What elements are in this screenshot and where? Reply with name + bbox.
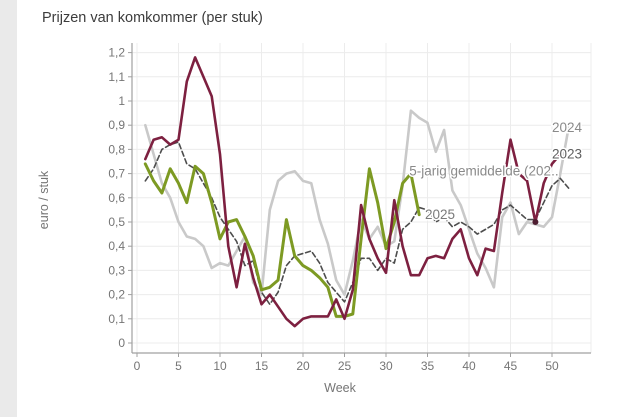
series-end-label: 2024	[552, 120, 583, 135]
y-axis-title: euro / stuk	[37, 170, 51, 229]
series-end-label: 2025	[425, 207, 455, 222]
y-tick-label: 0,4	[108, 239, 125, 253]
y-tick-label: 0,3	[108, 263, 125, 277]
x-axis-title: Week	[324, 381, 356, 395]
x-tick-label: 50	[545, 359, 559, 373]
y-tick-label: 1,1	[108, 70, 125, 84]
y-tick-label: 0,7	[108, 167, 125, 181]
x-tick-label: 30	[379, 359, 393, 373]
x-tick-label: 0	[134, 359, 141, 373]
series-end-label: 2023	[552, 147, 582, 162]
y-tick-label: 1,2	[108, 46, 125, 60]
y-tick-label: 0,9	[108, 118, 125, 132]
y-tick-label: 0,2	[108, 288, 125, 302]
y-tick-label: 0,5	[108, 215, 125, 229]
x-tick-label: 5	[175, 359, 182, 373]
x-tick-label: 35	[421, 359, 435, 373]
chart-title: Prijzen van komkommer (per stuk)	[42, 10, 263, 26]
y-tick-label: 1	[118, 94, 125, 108]
x-tick-label: 25	[338, 359, 352, 373]
y-tick-label: 0,1	[108, 312, 125, 326]
x-tick-label: 40	[462, 359, 476, 373]
y-tick-label: 0,6	[108, 191, 125, 205]
series-line-2025	[143, 162, 421, 318]
series-end-label: 5-jarig gemiddelde (202..	[409, 164, 558, 179]
page-background-strip	[0, 0, 17, 417]
chart-card: Prijzen van komkommer (per stuk) 0 0,1 0,2…	[17, 0, 626, 417]
x-tick-label: 45	[504, 359, 518, 373]
y-tick-label: 0,8	[108, 142, 125, 156]
series-line-2023	[144, 56, 562, 328]
y-tick-label: 0	[118, 336, 125, 350]
highlighted-point	[532, 219, 539, 225]
x-tick-label: 10	[213, 359, 227, 373]
x-tick-label: 20	[296, 359, 310, 373]
x-tick-label: 15	[255, 359, 269, 373]
